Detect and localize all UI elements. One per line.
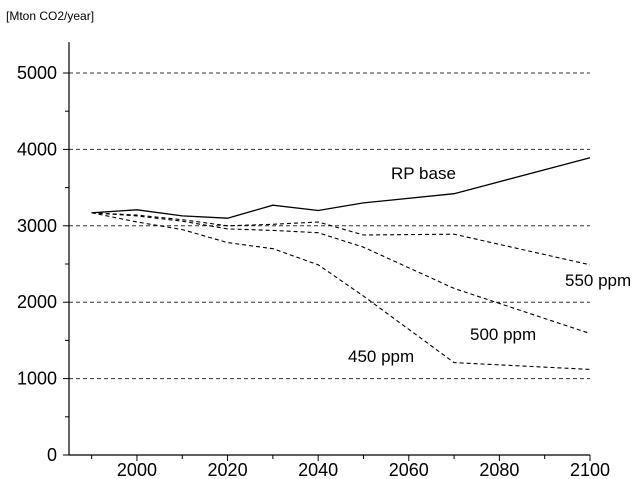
y-tick-label: 4000	[17, 139, 57, 159]
series-line-rp-base	[91, 157, 591, 219]
series-labels: RP base 550 ppm 500 ppm 450 ppm	[348, 164, 631, 366]
series-line-550-ppm	[91, 212, 591, 266]
y-tick-label: 1000	[17, 369, 57, 389]
series-label-550-ppm: 550 ppm	[565, 271, 631, 290]
axes	[68, 42, 590, 456]
series-line-500-ppm	[91, 212, 591, 335]
y-tick-label: 3000	[17, 216, 57, 236]
ticks: 0 1000 2000 3000 4000 5000 2000 2020 2040 2060 208…	[17, 63, 610, 479]
x-tick-label: 2000	[117, 460, 157, 479]
y-axis-unit-label: [Mton CO2/year]	[6, 9, 94, 23]
series-label-500-ppm: 500 ppm	[470, 325, 536, 344]
series-label-rp-base: RP base	[391, 164, 456, 183]
series-line-450-ppm	[91, 212, 591, 370]
x-tick-label: 2060	[389, 460, 429, 479]
y-tick-label: 0	[47, 445, 57, 465]
y-tick-label: 5000	[17, 63, 57, 83]
x-tick-label: 2080	[479, 460, 519, 479]
series-lines	[91, 157, 591, 370]
x-tick-label: 2020	[208, 460, 248, 479]
x-tick-label: 2100	[570, 460, 610, 479]
x-tick-label: 2040	[298, 460, 338, 479]
series-label-450-ppm: 450 ppm	[348, 347, 414, 366]
y-tick-label: 2000	[17, 292, 57, 312]
